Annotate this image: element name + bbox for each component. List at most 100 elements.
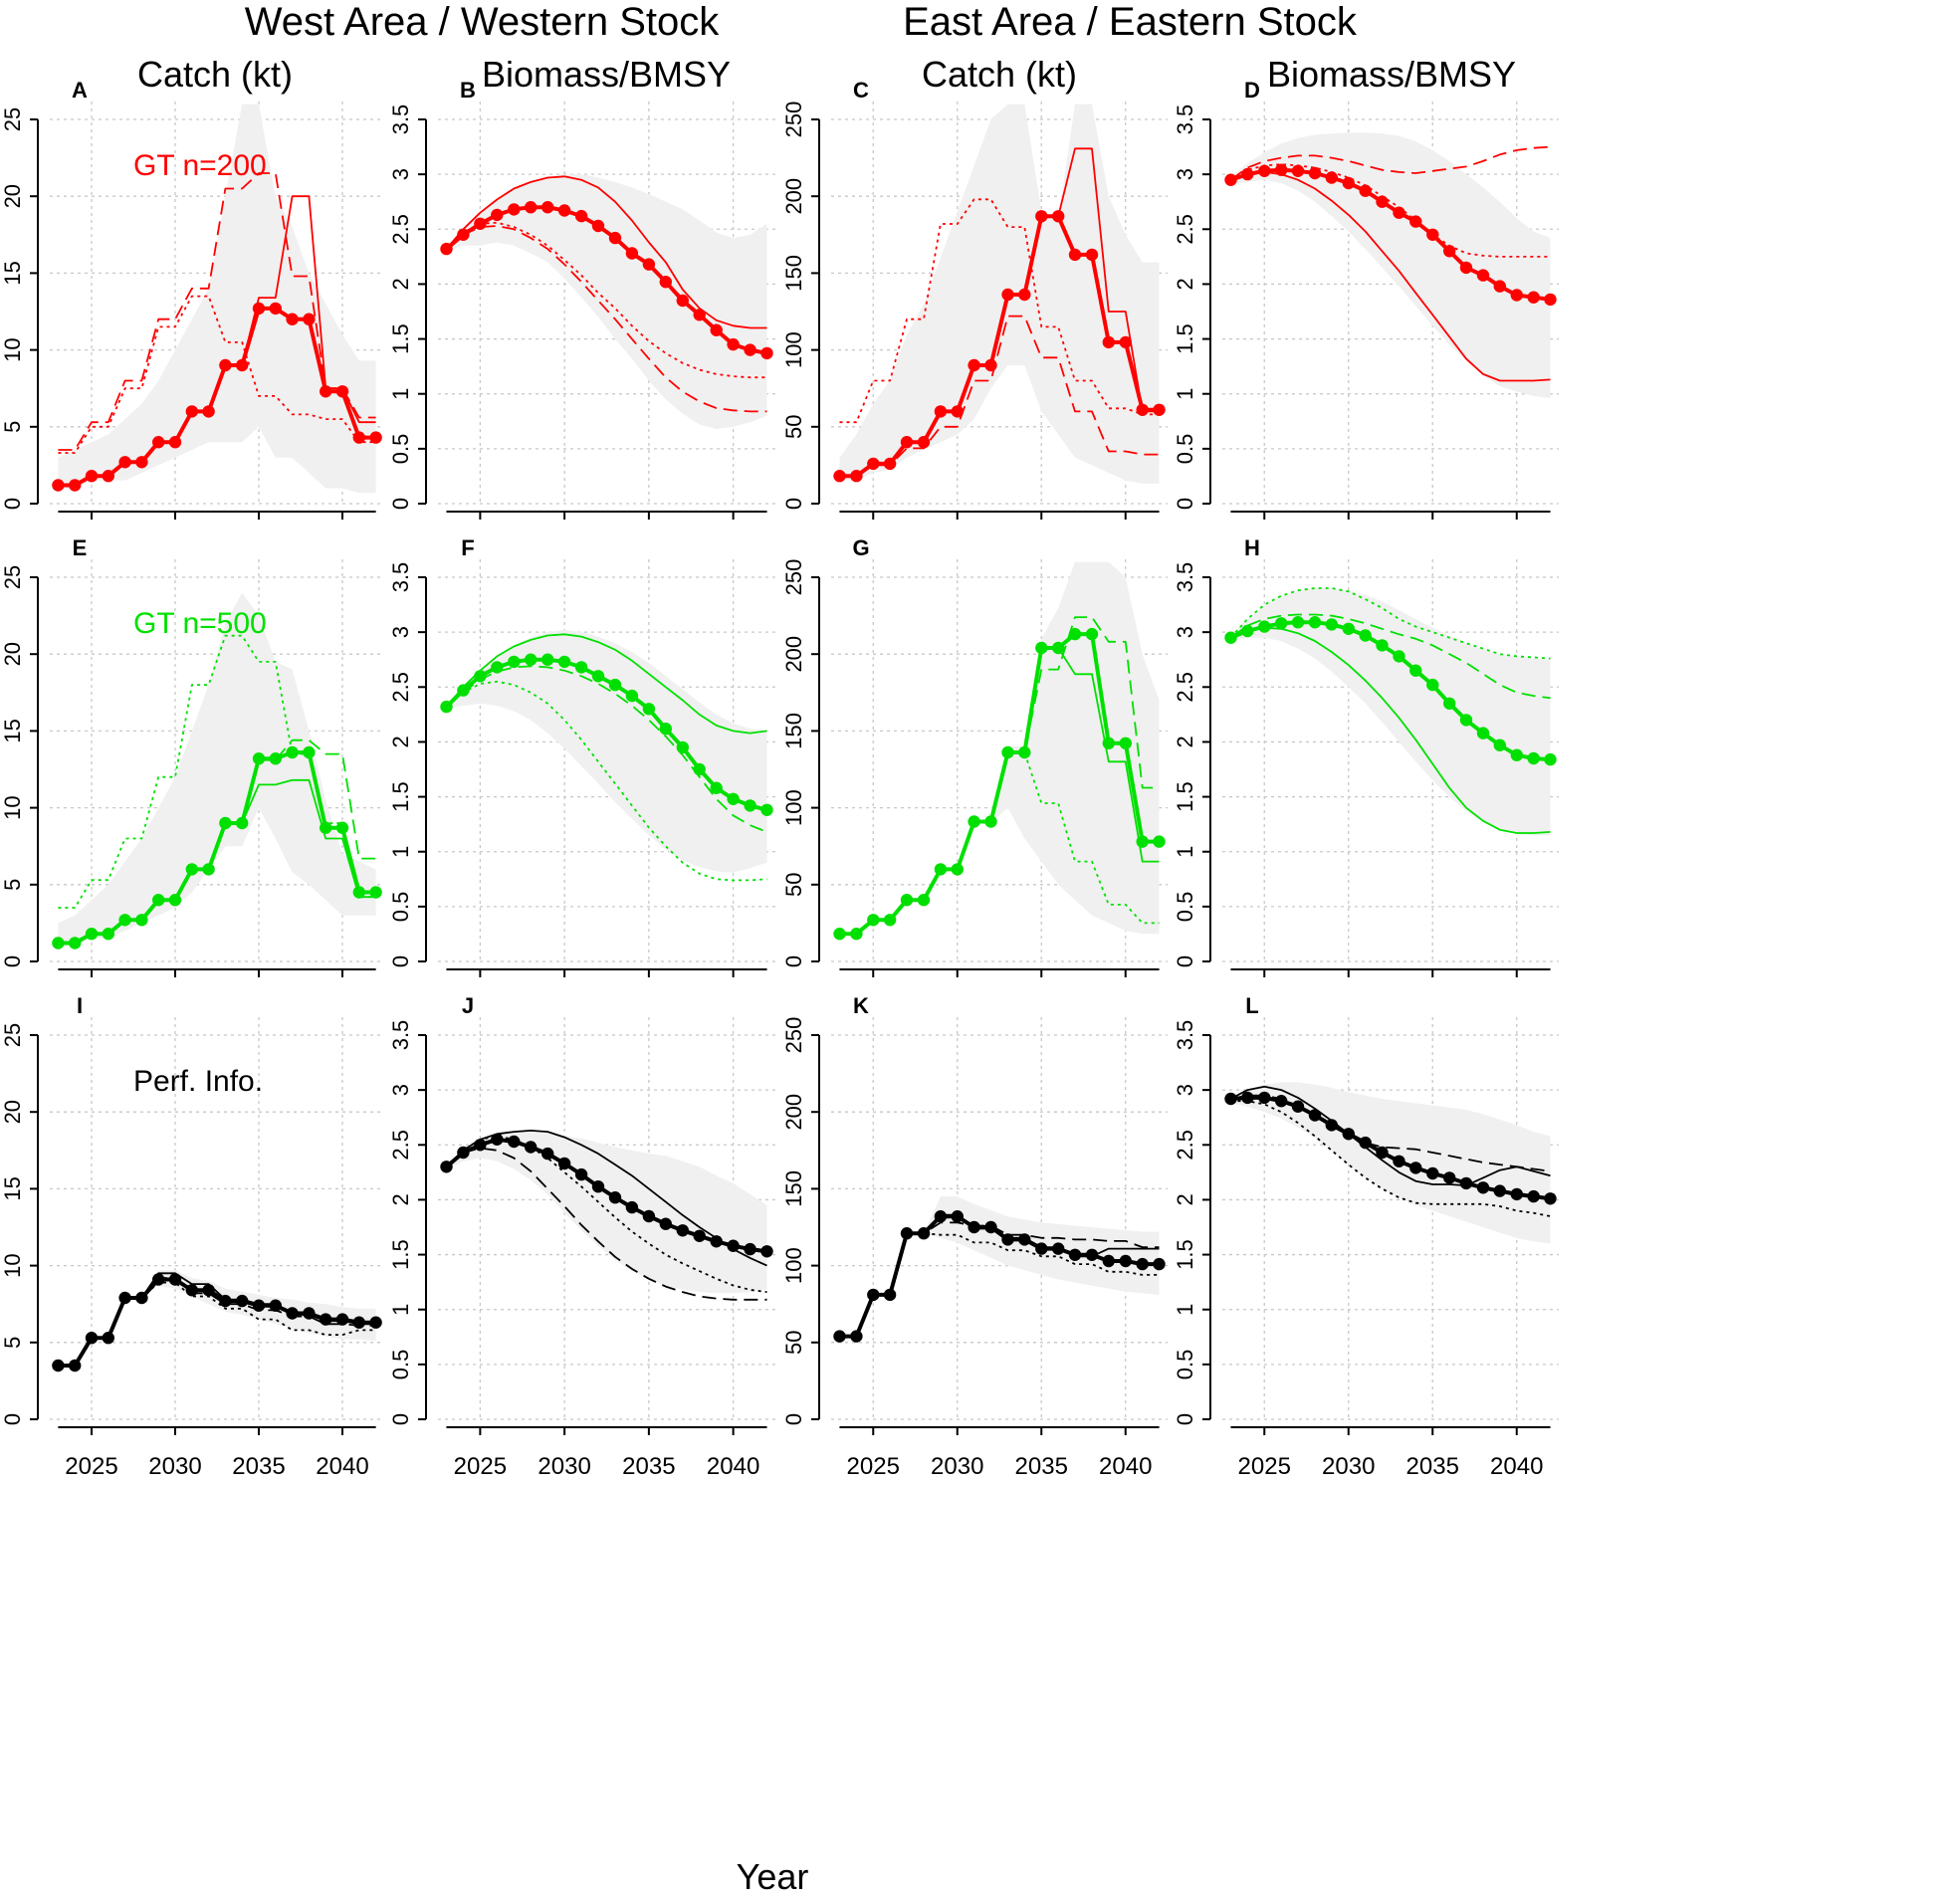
- data-point: [85, 1332, 99, 1345]
- y-tick-label: 50: [781, 415, 806, 439]
- y-tick-label: 0.5: [388, 1350, 413, 1380]
- y-tick-label: 200: [781, 1094, 806, 1131]
- x-tick-label: 2040: [1099, 1453, 1152, 1480]
- data-point: [1510, 1187, 1524, 1201]
- data-point: [951, 405, 964, 418]
- series-line-sim-1: [445, 633, 767, 735]
- uncertainty-band: [58, 104, 376, 494]
- y-tick-label: 15: [0, 719, 25, 742]
- panel-l: 0 0.5 1 1.5 2 2.5 3 3.5 2025 2030 2035 2040 L: [1173, 993, 1559, 1480]
- data-point: [135, 456, 148, 469]
- data-point: [1393, 650, 1405, 663]
- data-point: [1376, 1146, 1389, 1160]
- data-point: [1308, 616, 1322, 629]
- data-point: [883, 457, 897, 471]
- data-point: [236, 816, 249, 830]
- y-tick-label: 20: [0, 184, 25, 208]
- data-point: [1241, 167, 1254, 181]
- data-point: [369, 431, 382, 444]
- data-point: [1308, 1109, 1322, 1122]
- data-point: [102, 1332, 115, 1345]
- data-point: [491, 1133, 504, 1147]
- y-tick-label: 1.5: [388, 781, 413, 812]
- x-tick-label: 2040: [316, 1453, 368, 1480]
- data-point: [1035, 641, 1048, 655]
- data-point: [474, 1139, 487, 1152]
- data-point: [1359, 1136, 1372, 1150]
- y-tick-label: 0: [781, 955, 806, 967]
- data-point: [102, 928, 115, 941]
- panel-letter: B: [460, 78, 476, 103]
- data-point: [525, 1141, 538, 1154]
- series-line-sim-2: [445, 225, 767, 413]
- data-point: [1001, 745, 1014, 759]
- series-line-sim-2: [445, 1147, 767, 1301]
- data-point: [900, 1227, 914, 1240]
- panel-letter: D: [1244, 78, 1260, 103]
- data-point: [625, 1200, 639, 1214]
- data-point: [744, 1242, 756, 1256]
- panel-letter: E: [73, 535, 88, 560]
- data-point: [642, 1209, 656, 1223]
- row-label: GT n=500: [133, 607, 267, 640]
- data-point: [269, 1299, 282, 1312]
- data-point: [934, 405, 948, 418]
- data-point: [69, 1359, 82, 1373]
- data-point: [1241, 624, 1254, 638]
- data-point: [642, 703, 656, 716]
- data-point: [557, 655, 571, 669]
- data-point: [1308, 166, 1322, 180]
- data-point: [236, 1294, 249, 1308]
- data-point: [1224, 1092, 1237, 1106]
- row-label: Perf. Info.: [133, 1065, 263, 1098]
- data-point: [352, 1316, 365, 1329]
- data-point: [1426, 1166, 1439, 1180]
- data-point: [557, 204, 571, 217]
- data-point: [951, 1210, 964, 1223]
- data-point: [102, 470, 115, 483]
- y-tick-label: 25: [0, 107, 25, 131]
- data-point: [541, 653, 554, 666]
- y-tick-label: 0: [0, 1413, 25, 1425]
- x-axis-label-year: Year: [736, 1856, 809, 1897]
- data-point: [951, 863, 964, 876]
- data-point: [1493, 280, 1507, 293]
- data-point: [1085, 1248, 1099, 1262]
- panel-letter: K: [853, 993, 869, 1018]
- x-tick-label: 2035: [232, 1453, 285, 1480]
- data-point: [1510, 748, 1524, 761]
- y-tick-label: 3.5: [1173, 562, 1197, 593]
- data-point: [574, 209, 588, 223]
- data-point: [69, 937, 82, 950]
- series-line-sim-1: [1230, 626, 1551, 834]
- data-point: [693, 1229, 706, 1243]
- y-tick-label: 3: [1173, 626, 1197, 638]
- data-point: [984, 358, 997, 372]
- y-tick-label: 250: [781, 102, 806, 138]
- data-point: [676, 1224, 689, 1237]
- data-point: [457, 1146, 470, 1160]
- data-point: [1001, 1233, 1014, 1246]
- data-point: [727, 792, 740, 805]
- data-point: [85, 928, 99, 941]
- y-tick-label: 0: [1173, 1413, 1197, 1425]
- y-tick-label: 2: [1173, 736, 1197, 747]
- data-point: [508, 655, 521, 669]
- data-point: [968, 358, 980, 372]
- data-point: [850, 1330, 863, 1343]
- data-point: [850, 470, 863, 483]
- data-point: [508, 1135, 521, 1149]
- data-point: [968, 1220, 980, 1234]
- data-point: [1241, 1091, 1254, 1105]
- data-point: [185, 405, 198, 418]
- data-point: [508, 203, 521, 216]
- data-point: [710, 781, 723, 794]
- data-point: [118, 1291, 131, 1305]
- data-point: [833, 470, 846, 483]
- data-point: [1102, 1254, 1116, 1268]
- data-point: [1476, 269, 1490, 282]
- data-point: [984, 815, 997, 828]
- panel-c: 0 50 100 150 200 250 C: [781, 78, 1168, 520]
- data-point: [1018, 288, 1031, 302]
- data-point: [591, 219, 605, 233]
